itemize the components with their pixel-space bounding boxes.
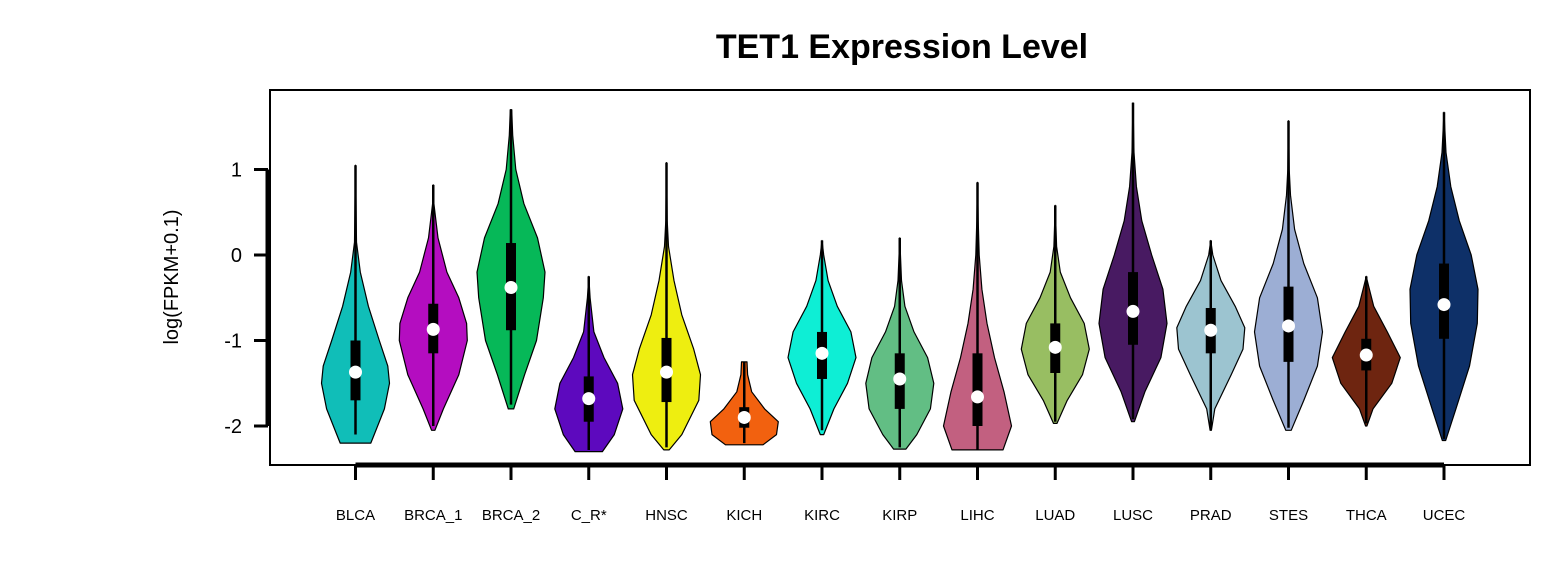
violin-brca-1	[398, 184, 468, 431]
y-axis: -2 -1 0 1	[224, 160, 271, 438]
violin-median-dot	[582, 392, 596, 406]
x-tick-label: HNSC	[645, 507, 688, 524]
x-tick-label: LUAD	[1035, 507, 1075, 524]
violin-lusc	[1098, 102, 1168, 423]
y-tick-label: 1	[231, 160, 242, 182]
x-tick-label: LIHC	[960, 507, 994, 524]
x-tick-label: BLCA	[336, 507, 375, 524]
violin-kich	[709, 361, 779, 446]
violin-median-dot	[1126, 304, 1140, 318]
y-tick-label: 0	[231, 245, 242, 267]
x-tick-label: KIRC	[804, 507, 840, 524]
violins	[320, 102, 1479, 453]
x-tick-label: C_R*	[571, 507, 607, 524]
x-tick-label: KIRP	[882, 507, 917, 524]
violin-median-dot	[893, 372, 907, 386]
violin-median-dot	[971, 390, 984, 404]
chart-title: TET1 Expression Level	[716, 28, 1088, 66]
x-axis: BLCA BRCA_1 BRCA_2 C_R* HNSC KICH KIRC KIRP LIHC…	[336, 462, 1466, 524]
violin-median-dot	[815, 346, 829, 360]
x-tick-label: BRCA_2	[482, 507, 540, 524]
violin-blca	[320, 164, 391, 444]
x-tick-label: KICH	[726, 507, 762, 524]
violin-median-dot	[1282, 319, 1295, 333]
violin-median-dot	[1204, 323, 1218, 337]
x-tick-label: THCA	[1346, 507, 1387, 524]
violin-iqr-box	[972, 353, 983, 426]
y-tick-label: -1	[224, 331, 242, 353]
x-tick-label: LUSC	[1113, 507, 1153, 524]
violin-brca-2	[476, 109, 546, 410]
violin-c-r-	[554, 275, 624, 453]
violin-median-dot	[349, 365, 362, 379]
x-tick-label: BRCA_1	[404, 507, 462, 524]
violin-median-dot	[504, 280, 518, 294]
violin-median-dot	[1048, 340, 1062, 354]
violin-median-dot	[426, 322, 440, 336]
violin-median-dot	[1437, 298, 1451, 312]
x-tick-label: PRAD	[1190, 507, 1232, 524]
y-tick-label: -2	[224, 416, 242, 438]
violin-stes	[1253, 120, 1324, 431]
violin-median-dot	[737, 410, 751, 424]
violin-hnsc	[631, 162, 702, 451]
violin-median-dot	[660, 365, 673, 379]
violin-thca	[1331, 275, 1401, 427]
violin-ucec	[1409, 111, 1479, 442]
violin-lihc	[942, 181, 1013, 451]
violin-kirc	[787, 239, 857, 436]
x-tick-label: UCEC	[1423, 507, 1466, 524]
violin-kirp	[865, 237, 935, 450]
x-tick-label: STES	[1269, 507, 1308, 524]
violin-prad	[1176, 239, 1246, 431]
violin-median-dot	[1359, 348, 1373, 362]
y-axis-label: log(FPKM+0.1)	[161, 209, 183, 344]
violin-luad	[1020, 204, 1090, 424]
